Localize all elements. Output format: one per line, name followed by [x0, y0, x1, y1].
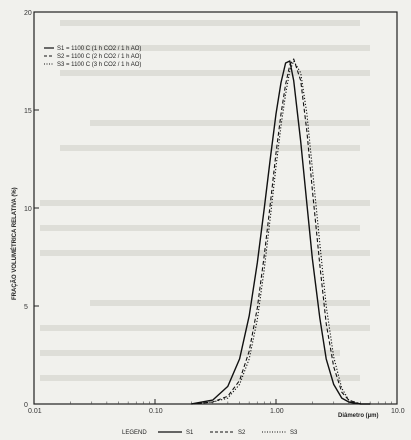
- y-axis-label: FRAÇÃO VOLUMÉTRICA RELATIVA (%): [10, 187, 18, 300]
- y-tick-label: 15: [24, 108, 32, 115]
- legend-entry-s1: S1 = 1100 C (1 h CO2 / 1 h AO): [57, 46, 141, 52]
- y-tick-label: 10: [24, 206, 32, 213]
- bottom-legend-prefix: LEGEND: [122, 430, 147, 436]
- x-axis-ticks: 0.01 0.10 1.00 10.0: [28, 399, 405, 415]
- bottom-legend: LEGEND S1 S2 S3: [122, 430, 298, 436]
- bottom-legend-entry-s2: S2: [238, 430, 246, 436]
- legend-entry-s3: S3 = 1100 C (3 h CO2 / 1 h AO): [57, 62, 141, 68]
- x-axis-label: Diâmetro (µm): [338, 413, 378, 419]
- bottom-legend-entry-s1: S1: [186, 430, 194, 436]
- series-line-s2: [191, 58, 371, 405]
- series-line-s1: [191, 60, 371, 405]
- y-axis-ticks: 0 5 10 15 20: [24, 10, 39, 409]
- x-tick-label: 10.0: [391, 408, 405, 415]
- legend-entry-s2: S2 = 1100 C (2 h CO2 / 1 h AO): [57, 54, 141, 60]
- series-layer: [191, 58, 371, 405]
- x-tick-label: 0.01: [28, 408, 42, 415]
- background-texture: [40, 20, 370, 381]
- legend: S1 = 1100 C (1 h CO2 / 1 h AO) S2 = 1100…: [44, 46, 141, 68]
- x-tick-label: 0.10: [149, 408, 163, 415]
- y-tick-label: 20: [24, 10, 32, 17]
- x-tick-label: 1.00: [270, 408, 284, 415]
- y-tick-label: 0: [24, 402, 28, 409]
- y-tick-label: 5: [24, 304, 28, 311]
- bottom-legend-entry-s3: S3: [290, 430, 298, 436]
